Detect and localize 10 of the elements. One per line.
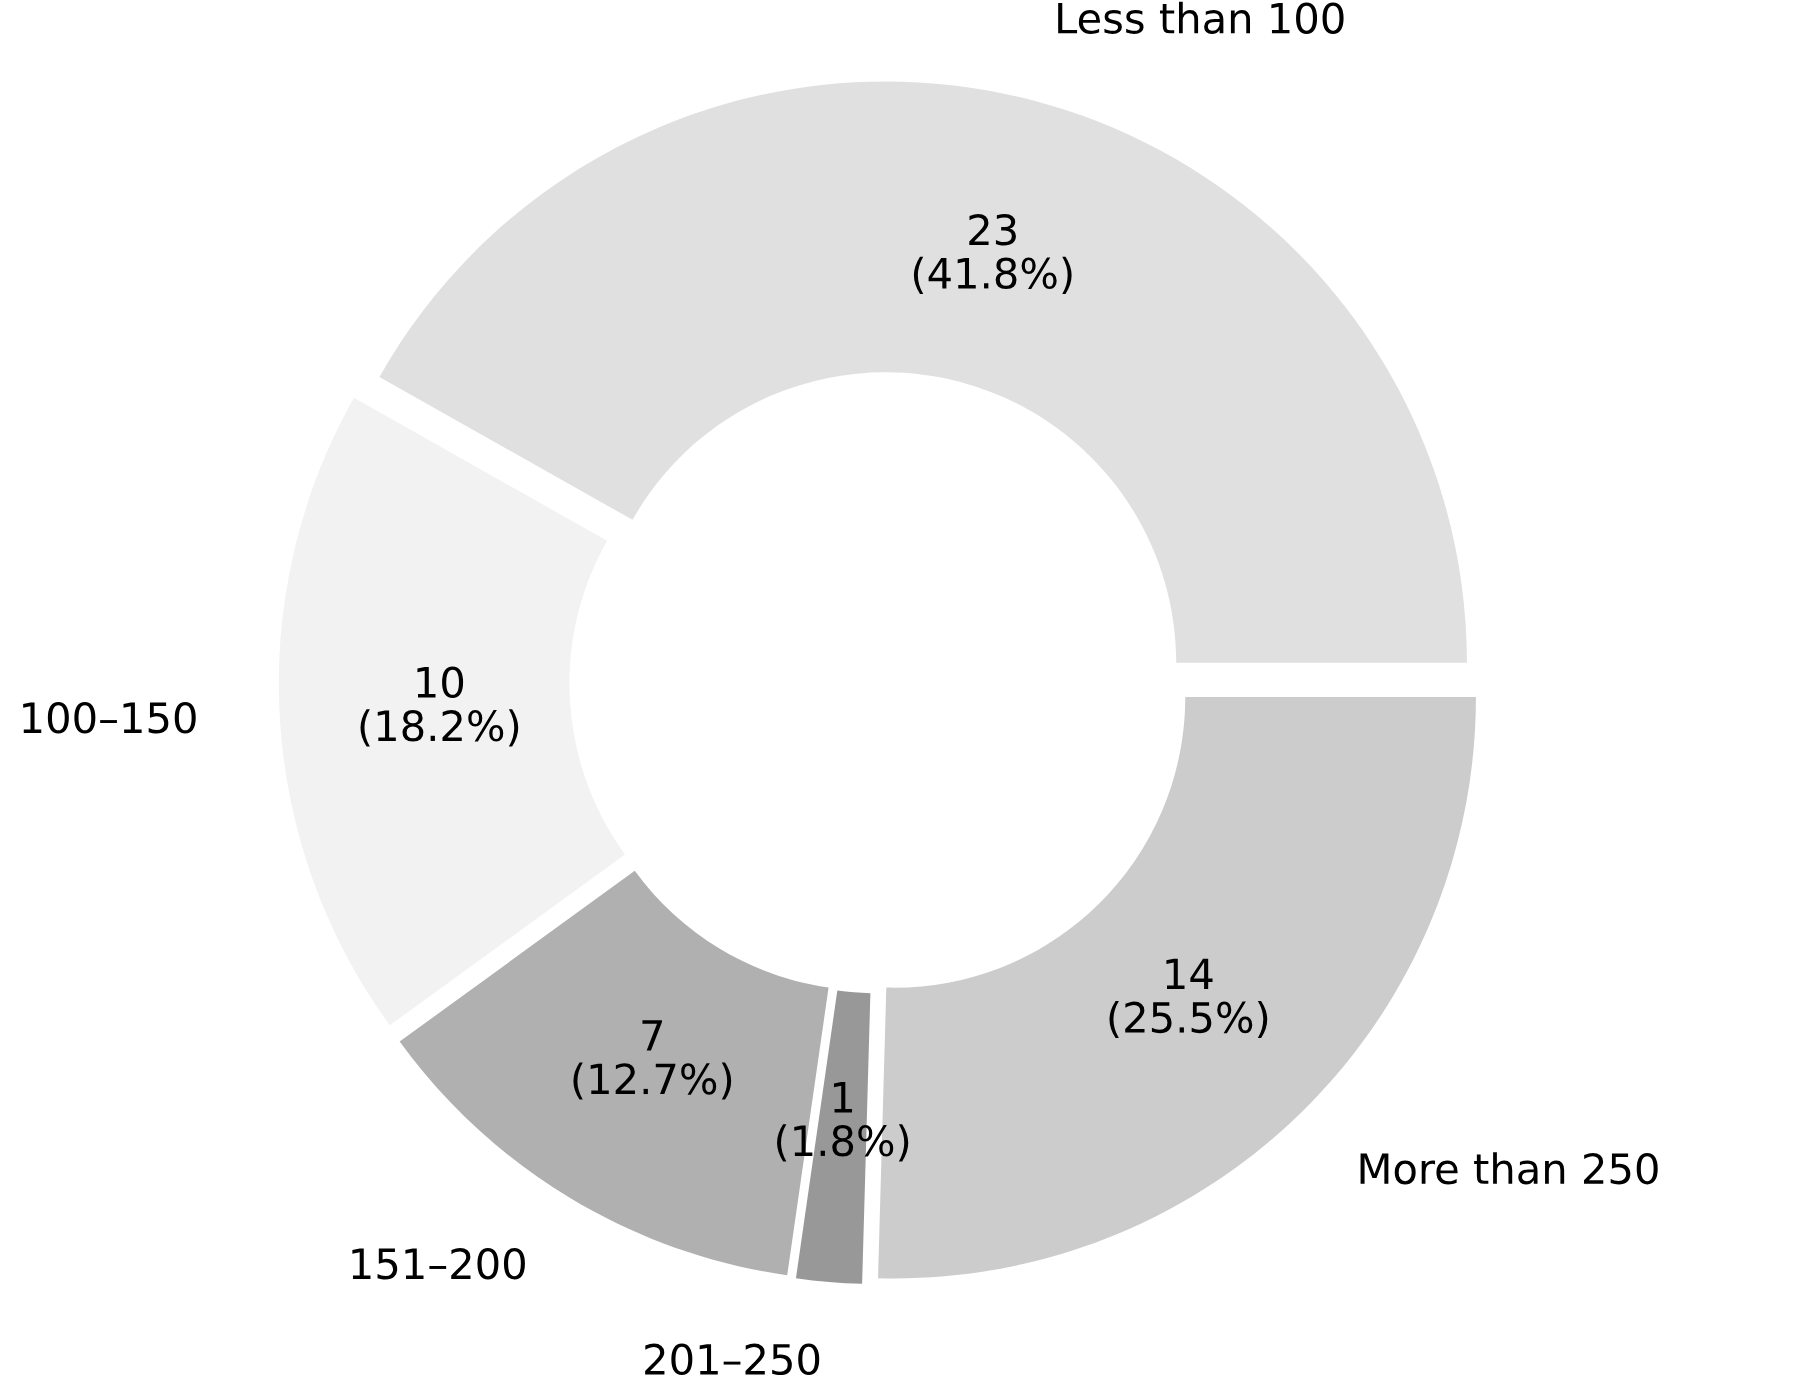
slice-label: 201–250	[645, 1343, 820, 1376]
slice-label: Less than 100	[1058, 1, 1344, 34]
data-label: 14 (25.5%)	[1109, 958, 1268, 1039]
data-label: 10 (18.2%)	[360, 666, 519, 747]
slice-label: 100–150	[23, 702, 196, 734]
data-label: 7 (12.7%)	[573, 1020, 732, 1100]
data-label: 1 (1.8%)	[777, 1082, 909, 1162]
slice-label: More than 250	[1360, 1152, 1658, 1185]
data-label: 23 (41.8%)	[913, 214, 1072, 294]
slice-label: 151–200	[352, 1247, 525, 1280]
